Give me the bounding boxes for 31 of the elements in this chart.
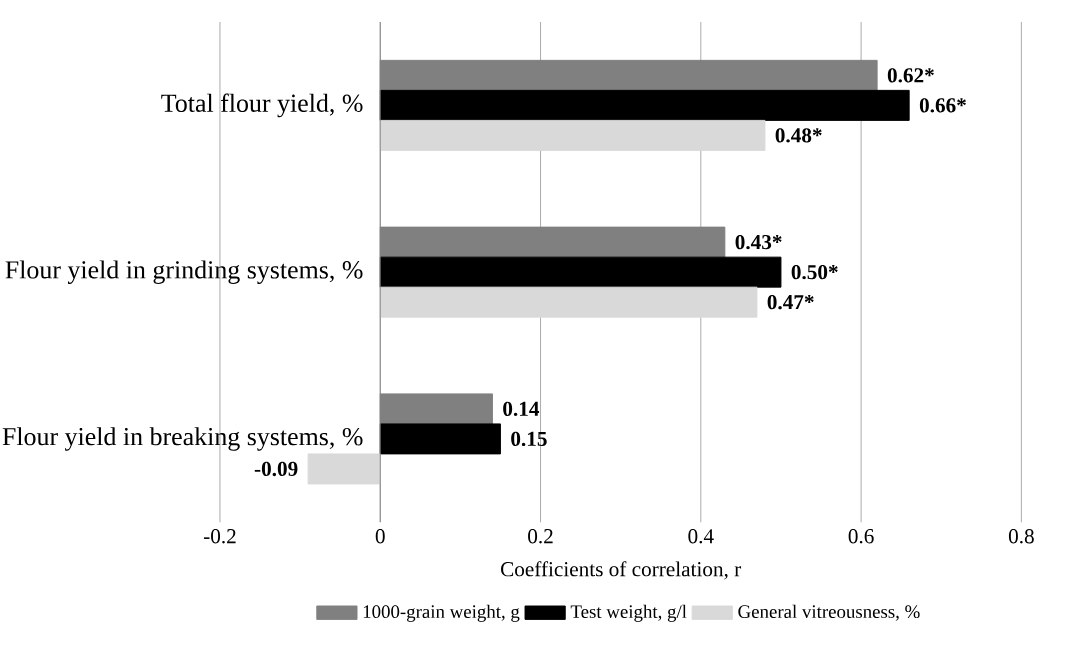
legend-label: Test weight, g/l bbox=[570, 604, 687, 622]
data-label: 0.47* bbox=[767, 294, 814, 310]
bar bbox=[379, 226, 726, 258]
x-tick-label: 0.8 bbox=[1008, 529, 1034, 544]
bar bbox=[379, 89, 910, 121]
x-axis-title: Coefficients of correlation, r bbox=[501, 561, 742, 580]
data-label: 0.62* bbox=[887, 68, 934, 83]
x-tick-label: -0.2 bbox=[203, 529, 236, 544]
bar bbox=[379, 286, 758, 318]
legend-label: General vitreousness, % bbox=[738, 604, 920, 621]
bar bbox=[379, 423, 501, 455]
x-tick-label: 0.6 bbox=[848, 529, 874, 544]
bar bbox=[379, 256, 782, 288]
data-label: 0.50* bbox=[791, 264, 838, 280]
bar bbox=[307, 453, 381, 485]
y-tick-label: Total flour yield, % bbox=[161, 93, 363, 118]
data-label: -0.09 bbox=[254, 461, 298, 477]
x-tick-label: 0 bbox=[375, 529, 385, 544]
data-label: 0.66* bbox=[919, 98, 966, 113]
data-label: 0.15 bbox=[511, 431, 547, 447]
y-tick-label: Flour yield in grinding systems, % bbox=[5, 260, 363, 284]
bar bbox=[379, 119, 766, 151]
data-label: 0.14 bbox=[503, 401, 540, 417]
bar bbox=[379, 59, 878, 91]
data-label: 0.43* bbox=[735, 234, 782, 250]
y-tick-label: Flour yield in breaking systems, % bbox=[2, 427, 363, 451]
x-tick-label: 0.2 bbox=[528, 529, 553, 544]
data-label: 0.48* bbox=[775, 128, 822, 143]
x-tick-label: 0.4 bbox=[688, 529, 714, 544]
bar bbox=[379, 393, 493, 425]
legend-label: 1000-grain weight, g bbox=[363, 604, 520, 622]
